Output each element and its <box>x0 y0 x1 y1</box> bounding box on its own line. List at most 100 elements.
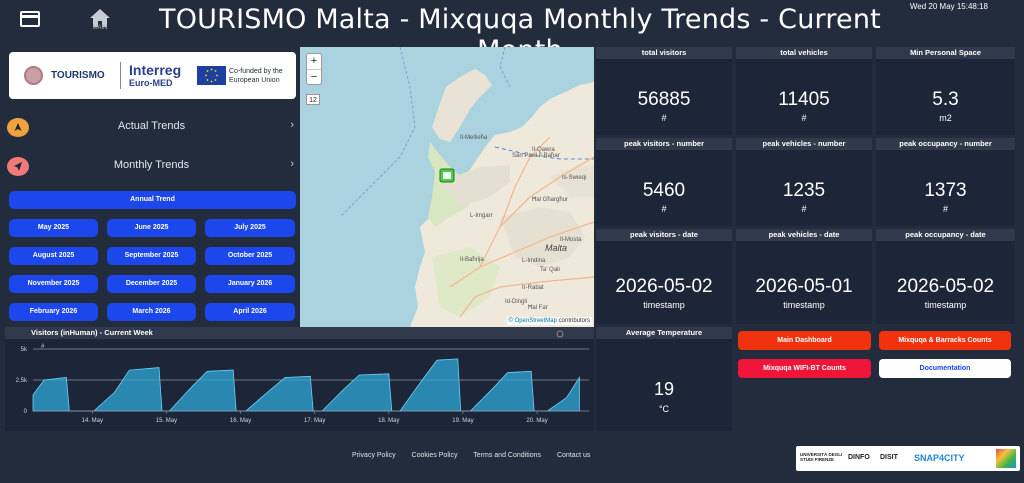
chart-xtick-label: 20. May <box>526 418 547 424</box>
home-button[interactable]: MAIN <box>88 8 112 34</box>
chart-xtick-label: 18. May <box>378 418 399 424</box>
home-label: MAIN <box>92 25 108 31</box>
month-button[interactable]: July 2025 <box>205 219 295 237</box>
tile-peak-visitors-number: peak visitors - number 5460 # <box>596 138 732 226</box>
tourismo-logo-icon <box>24 66 43 85</box>
tile-value: 2026-05-02 <box>615 276 713 297</box>
map-attribution: © OpenStreetMap contributors <box>506 317 592 325</box>
map[interactable]: Il-Mellieħa San Pawl il-Baħar Il-Qawra L… <box>300 47 594 327</box>
month-button[interactable]: April 2026 <box>205 303 295 321</box>
tile-label: peak occupancy - date <box>876 229 1015 241</box>
nav-actual-label: Actual Trends <box>117 120 186 132</box>
month-button[interactable]: September 2025 <box>107 247 196 265</box>
nav-actual-trends[interactable]: Actual Trends › <box>5 111 298 144</box>
tile-total-vehicles: total vehicles 11405 # <box>736 47 872 135</box>
map-label: Ir-Rabat <box>522 285 544 291</box>
nav-monthly-trends[interactable]: Monthly Trends › <box>5 150 298 183</box>
tile-value: 19 <box>653 379 675 399</box>
tile-peak-occupancy-number: peak occupancy - number 1373 # <box>876 138 1015 226</box>
tile-unit: # <box>661 204 667 214</box>
map-label: Ta' Qali <box>540 267 560 273</box>
tile-unit: timestamp <box>783 300 825 310</box>
interreg-sub-text: Euro-MED <box>129 78 173 88</box>
chart-menu-icon[interactable] <box>556 330 564 338</box>
menu-icon[interactable] <box>20 11 40 27</box>
map-zoom-control: + − <box>306 53 322 85</box>
tile-unit: timestamp <box>643 300 685 310</box>
mixquqa-barracks-button[interactable]: Mixquqa & Barracks Counts <box>879 331 1011 350</box>
tile-total-visitors: total visitors 56885 # <box>596 47 732 135</box>
top-bar: MAIN TOURISMO Malta - Mixquqa Monthly Tr… <box>0 0 1024 66</box>
privacy-policy-link[interactable]: Privacy Policy <box>352 452 396 459</box>
wifi-bt-counts-button[interactable]: Mixquqa WIFI-BT Counts <box>738 359 871 378</box>
month-button[interactable]: January 2026 <box>205 275 295 293</box>
month-button[interactable]: June 2025 <box>107 219 196 237</box>
chart-ytick-label: 2.5k <box>16 378 28 384</box>
month-button[interactable]: October 2025 <box>205 247 295 265</box>
tile-label: Average Temperature <box>596 327 732 339</box>
eu-cofunded-text: Co-funded by the European Union <box>229 68 283 84</box>
tile-peak-occupancy-date: peak occupancy - date 2026-05-02 timesta… <box>876 229 1015 324</box>
partner-logos: UNIVERSITÀ DEGLI STUDI FIRENZE DINFO DIS… <box>796 446 1020 471</box>
navigation-arrow-icon <box>7 157 29 176</box>
tile-value: 1373 <box>924 180 967 201</box>
attribution-text: contributors <box>558 318 590 324</box>
tile-label: total vehicles <box>736 47 872 59</box>
month-button[interactable]: December 2025 <box>107 275 196 293</box>
month-button[interactable]: March 2026 <box>107 303 196 321</box>
tile-unit: # <box>801 204 807 214</box>
chart-area-series <box>32 358 580 412</box>
chart-xtick-label: 17. May <box>304 418 325 424</box>
datetime: Wed 20 May 15:48:18 <box>909 2 988 11</box>
main-dashboard-button[interactable]: Main Dashboard <box>738 331 871 350</box>
tile-value: 56885 <box>637 89 691 110</box>
month-button[interactable]: November 2025 <box>9 275 98 293</box>
interreg-logo-text: Interreg <box>129 62 182 78</box>
month-button[interactable]: February 2026 <box>9 303 98 321</box>
map-label: Malta <box>545 243 568 253</box>
map-label: Il-Baħrija <box>460 257 484 263</box>
chart-unit-label: # <box>41 344 45 350</box>
tile-label: peak vehicles - number <box>736 138 872 150</box>
cookies-policy-link[interactable]: Cookies Policy <box>411 452 458 459</box>
tile-value: 2026-05-01 <box>755 276 853 297</box>
visitors-chart-panel: Visitors (inHuman) - Current Week 5k 2.5k… <box>5 327 594 431</box>
map-label: Id-Dingli <box>505 299 528 305</box>
tile-unit: # <box>661 113 667 123</box>
snap4city-logo: SNAP4CITY <box>914 453 965 463</box>
logo-divider <box>120 62 121 89</box>
chart-title: Visitors (inHuman) - Current Week <box>5 327 594 339</box>
map-label: L-Imdina <box>522 258 546 264</box>
chevron-right-icon: › <box>290 158 294 170</box>
map-label: Il-Mosta <box>560 237 582 243</box>
zoom-in-button[interactable]: + <box>307 54 321 70</box>
annual-trend-button[interactable]: Annual Trend <box>9 191 296 209</box>
osm-link[interactable]: © OpenStreetMap <box>508 318 557 324</box>
tile-unit: timestamp <box>924 300 967 310</box>
eu-flag-icon <box>197 66 226 85</box>
tile-label: peak vehicles - date <box>736 229 872 241</box>
tile-unit: # <box>801 113 807 123</box>
chart-xtick-label: 15. May <box>156 418 177 424</box>
month-button[interactable]: August 2025 <box>9 247 98 265</box>
terms-link[interactable]: Terms and Conditions <box>473 452 541 459</box>
map-label: San Pawl il-Baħar <box>512 153 560 159</box>
map-label: Ħal Għargħur <box>532 197 569 203</box>
tile-unit: # <box>942 204 948 214</box>
tile-label: Min Personal Space <box>876 47 1015 59</box>
tile-peak-visitors-date: peak visitors - date 2026-05-02 timestam… <box>596 229 732 324</box>
zoom-out-button[interactable]: − <box>310 71 318 83</box>
map-label: Ħal Far <box>528 305 548 311</box>
home-icon <box>90 9 110 27</box>
chart-xtick-label: 16. May <box>230 418 251 424</box>
partner-icon <box>996 449 1016 468</box>
arrow-up-icon <box>7 118 29 137</box>
map-land <box>300 47 594 327</box>
map-label: Is-Swieqi <box>562 175 587 181</box>
month-button[interactable]: May 2025 <box>9 219 98 237</box>
contact-link[interactable]: Contact us <box>556 452 591 459</box>
nav-monthly-label: Monthly Trends <box>113 159 190 171</box>
chart-xtick-label: 19. May <box>452 418 473 424</box>
documentation-button[interactable]: Documentation <box>879 359 1011 378</box>
chart-ytick-label: 0 <box>24 409 28 415</box>
